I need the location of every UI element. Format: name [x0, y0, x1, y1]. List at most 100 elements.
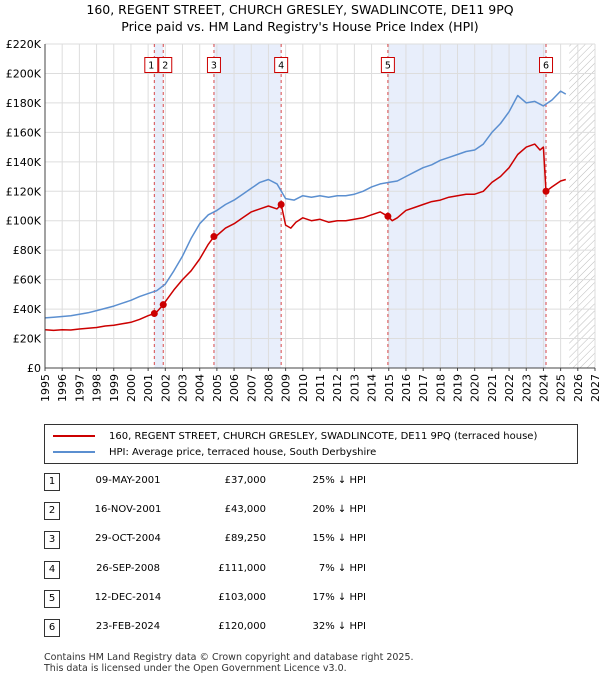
- y-tick-label: £160K: [6, 126, 42, 139]
- x-tick-label: 2013: [348, 374, 361, 402]
- x-tick-label: 1996: [56, 374, 69, 402]
- row-hpi-diff: 32% ↓ HPI: [312, 621, 366, 632]
- legend-item-hpi: HPI: Average price, terraced house, Sout…: [53, 444, 376, 460]
- sale-label-box: [144, 57, 159, 73]
- sale-label-number: 6: [543, 61, 549, 72]
- row-date: 23-FEB-2024: [95, 621, 161, 632]
- row-price: £120,000: [218, 621, 266, 632]
- x-tick-label: 2006: [228, 374, 241, 402]
- x-tick-label: 2017: [417, 374, 430, 402]
- x-tick-label: 2027: [589, 374, 600, 402]
- sale-label-box: [206, 57, 221, 73]
- sale-label-box: [158, 57, 173, 73]
- y-tick-label: £80K: [13, 244, 42, 257]
- sale-point: [159, 301, 167, 309]
- row-number-badge: 6: [44, 619, 60, 637]
- row-price: £103,000: [218, 592, 266, 603]
- x-tick-label: 2003: [177, 374, 190, 402]
- row-date: 29-OCT-2004: [95, 533, 161, 544]
- row-date: 12-DEC-2014: [94, 592, 162, 603]
- y-tick-label: £0: [27, 362, 41, 375]
- sale-label-box: [539, 57, 554, 73]
- x-tick-label: 2020: [469, 374, 482, 402]
- x-tick-label: 2014: [366, 374, 379, 402]
- x-tick-label: 2000: [125, 374, 138, 402]
- sale-point: [384, 212, 392, 220]
- y-tick-label: £220K: [6, 38, 42, 51]
- footer-licence: This data is licensed under the Open Gov…: [44, 663, 347, 674]
- sale-point: [150, 310, 158, 318]
- sale-label-box: [380, 57, 395, 73]
- x-tick-label: 2022: [503, 374, 516, 402]
- sale-point: [210, 233, 218, 241]
- sale-label-number: 5: [385, 61, 391, 72]
- footer-copyright: Contains HM Land Registry data © Crown c…: [44, 652, 414, 663]
- x-tick-label: 1998: [91, 374, 104, 402]
- row-date: 26-SEP-2008: [96, 563, 160, 574]
- row-number-badge: 1: [44, 473, 60, 491]
- future-hatch-region: [569, 44, 595, 368]
- x-tick-label: 2007: [245, 374, 258, 402]
- y-tick-label: £200K: [6, 67, 42, 80]
- x-tick-label: 2018: [434, 374, 447, 402]
- row-number-badge: 5: [44, 590, 60, 608]
- sale-label-number: 2: [162, 61, 168, 72]
- property-series-line: [44, 143, 567, 332]
- row-hpi-diff: 17% ↓ HPI: [312, 592, 366, 603]
- legend-swatch-property: [53, 435, 95, 437]
- legend-item-property: 160, REGENT STREET, CHURCH GRESLEY, SWAD…: [53, 428, 537, 444]
- x-tick-label: 2023: [520, 374, 533, 402]
- x-tick-label: 2005: [211, 374, 224, 402]
- x-tick-label: 1997: [73, 374, 86, 402]
- y-tick-label: £20K: [13, 333, 42, 346]
- sale-label-number: 4: [278, 61, 284, 72]
- y-tick-label: £120K: [6, 185, 42, 198]
- table-row: 5 12-DEC-2014 £103,000 17% ↓ HPI: [44, 590, 464, 610]
- legend-swatch-hpi: [53, 451, 95, 453]
- row-price: £111,000: [218, 563, 266, 574]
- row-hpi-diff: 7% ↓ HPI: [318, 563, 366, 574]
- legend-label-property: 160, REGENT STREET, CHURCH GRESLEY, SWAD…: [109, 430, 538, 442]
- x-tick-label: 2026: [572, 374, 585, 402]
- legend: 160, REGENT STREET, CHURCH GRESLEY, SWAD…: [44, 424, 578, 464]
- sale-label-number: 1: [148, 61, 154, 72]
- row-date: 16-NOV-2001: [94, 504, 162, 515]
- x-tick-label: 2015: [383, 374, 396, 402]
- x-tick-label: 2002: [159, 374, 172, 402]
- chart-title: 160, REGENT STREET, CHURCH GRESLEY, SWAD…: [86, 2, 514, 17]
- price-chart: 1 2 3 4 5 6 £0 £20K £40K £60K £80K £100K £120K £140K £…: [6, 38, 600, 402]
- sale-shade-band: [387, 44, 547, 368]
- y-tick-label: £180K: [6, 97, 42, 110]
- row-number-badge: 4: [44, 561, 60, 579]
- x-tick-label: 1999: [108, 374, 121, 402]
- x-tick-label: 2004: [194, 374, 207, 402]
- x-tick-label: 2021: [486, 374, 499, 402]
- table-row: 2 16-NOV-2001 £43,000 20% ↓ HPI: [44, 502, 464, 522]
- y-tick-label: £60K: [13, 274, 42, 287]
- sale-point: [277, 201, 285, 209]
- x-tick-label: 2025: [555, 374, 568, 402]
- table-row: 1 09-MAY-2001 £37,000 25% ↓ HPI: [44, 473, 464, 493]
- x-tick-label: 2011: [314, 374, 327, 402]
- sale-point: [542, 187, 550, 195]
- hpi-series-line: [44, 90, 567, 319]
- sale-shade-band: [154, 44, 164, 368]
- x-tick-label: 2024: [537, 374, 550, 402]
- table-row: 6 23-FEB-2024 £120,000 32% ↓ HPI: [44, 619, 464, 639]
- sale-label-number: 3: [211, 61, 217, 72]
- x-tick-label: 2009: [280, 374, 293, 402]
- legend-label-hpi: HPI: Average price, terraced house, Sout…: [109, 446, 377, 458]
- table-row: 3 29-OCT-2004 £89,250 15% ↓ HPI: [44, 531, 464, 551]
- sale-label-box: [274, 57, 289, 73]
- x-tick-label: 2012: [331, 374, 344, 402]
- footer: Contains HM Land Registry data © Crown c…: [44, 652, 414, 674]
- row-date: 09-MAY-2001: [95, 475, 161, 486]
- x-tick-label: 2010: [297, 374, 310, 402]
- row-number-badge: 2: [44, 502, 60, 520]
- x-tick-label: 2016: [400, 374, 413, 402]
- row-price: £37,000: [224, 475, 266, 486]
- row-price: £43,000: [224, 504, 266, 515]
- row-hpi-diff: 20% ↓ HPI: [312, 504, 366, 515]
- y-tick-label: £40K: [13, 303, 42, 316]
- row-price: £89,250: [224, 533, 266, 544]
